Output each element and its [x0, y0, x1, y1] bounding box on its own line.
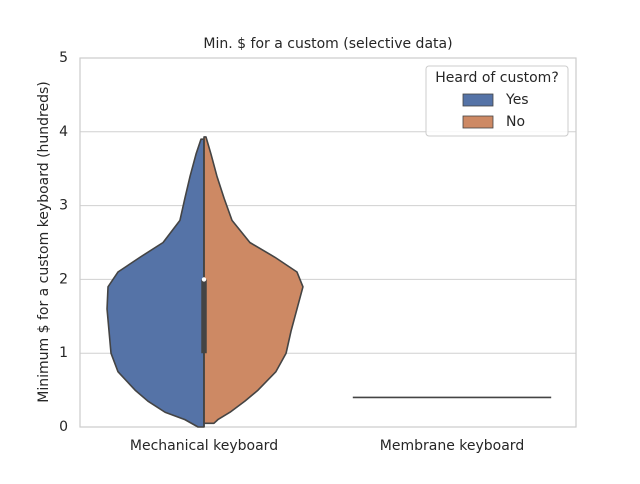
y-tick-label: 1 [59, 345, 68, 361]
legend-box [425, 65, 569, 137]
legend-label: Yes [505, 92, 529, 108]
y-axis-label: Minimum $ for a custom keyboard (hundred… [36, 81, 52, 402]
y-tick-label: 4 [59, 124, 68, 140]
y-tick-label: 0 [59, 419, 68, 435]
x-tick-label: Membrane keyboard [380, 438, 524, 454]
y-tick-label: 5 [59, 50, 68, 66]
plot-frame [79, 57, 577, 428]
x-tick-label: Mechanical keyboard [130, 438, 278, 454]
legend-label: No [506, 114, 525, 130]
y-tick-label: 2 [59, 271, 68, 287]
legend-swatch [462, 115, 494, 129]
violin-half [106, 138, 205, 428]
legend-swatch [462, 93, 494, 107]
legend-title: Heard of custom? [435, 70, 559, 86]
y-tick-label: 3 [59, 198, 68, 214]
median [201, 277, 207, 282]
chart-title: Min. $ for a custom (selective data) [203, 36, 452, 52]
violin-half [203, 136, 304, 425]
